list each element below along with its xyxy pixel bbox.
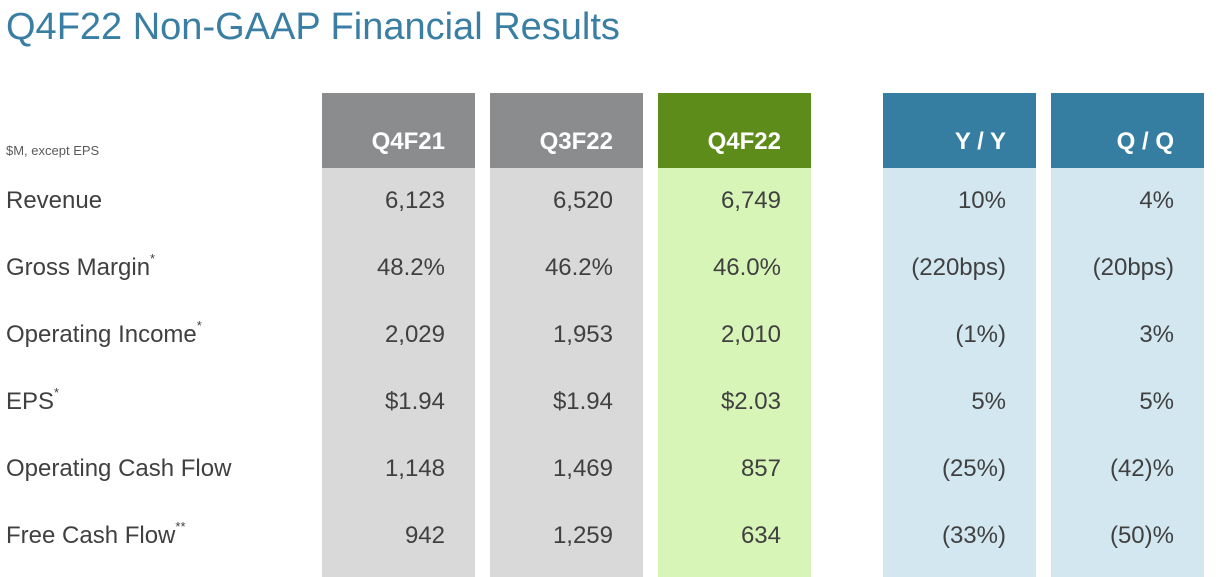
table-cell: $2.03 bbox=[720, 388, 781, 415]
table-cell: 1,148 bbox=[384, 455, 445, 482]
column-background bbox=[1051, 168, 1204, 577]
table-cell: 3% bbox=[1139, 321, 1174, 348]
column-header: Q / Q bbox=[1051, 93, 1204, 168]
row-label: Free Cash Flow** bbox=[6, 519, 186, 549]
table-cell: 48.2% bbox=[376, 254, 445, 281]
column-header: Q3F22 bbox=[490, 93, 643, 168]
table-cell: 634 bbox=[740, 522, 781, 549]
table-cell: 46.2% bbox=[544, 254, 613, 281]
table-cell: 5% bbox=[1139, 388, 1174, 415]
table-cell: 10% bbox=[957, 187, 1006, 214]
column-background bbox=[490, 168, 643, 577]
column-background bbox=[883, 168, 1036, 577]
row-label: Gross Margin* bbox=[6, 251, 156, 281]
footnote-marker: ** bbox=[175, 519, 186, 534]
table-cell: (20bps) bbox=[1092, 254, 1174, 281]
column-header: Q4F22 bbox=[658, 93, 811, 168]
column-header: Q4F21 bbox=[322, 93, 475, 168]
table-cell: 5% bbox=[971, 388, 1006, 415]
column-background bbox=[322, 168, 475, 577]
row-label: Operating Cash Flow bbox=[6, 455, 232, 482]
table-cell: $1.94 bbox=[552, 388, 613, 415]
table-cell: 6,749 bbox=[720, 187, 781, 214]
column-background bbox=[658, 168, 811, 577]
footnote-marker: * bbox=[150, 251, 156, 266]
table-cell: (1%) bbox=[955, 321, 1006, 348]
table-cell: 46.0% bbox=[712, 254, 781, 281]
row-label: EPS* bbox=[6, 385, 60, 415]
table-cell: (33%) bbox=[941, 522, 1006, 549]
table-cell: 2,010 bbox=[720, 321, 781, 348]
table-cell: 1,259 bbox=[552, 522, 613, 549]
table-cell: (25%) bbox=[941, 455, 1006, 482]
page-title: Q4F22 Non-GAAP Financial Results bbox=[6, 6, 620, 48]
footnote-marker: * bbox=[196, 318, 202, 333]
column-header: Y / Y bbox=[883, 93, 1036, 168]
footnote-marker: * bbox=[54, 385, 60, 400]
table-cell: 942 bbox=[404, 522, 445, 549]
table-cell: (42)% bbox=[1109, 455, 1174, 482]
units-note: $M, except EPS bbox=[6, 143, 100, 158]
table-cell: 4% bbox=[1139, 187, 1174, 214]
table-cell: 1,953 bbox=[552, 321, 613, 348]
table-cell: (50)% bbox=[1109, 522, 1174, 549]
row-label: Revenue bbox=[6, 187, 103, 214]
table-cell: 6,123 bbox=[384, 187, 445, 214]
table-cell: (220bps) bbox=[911, 254, 1006, 281]
table-cell: 1,469 bbox=[552, 455, 613, 482]
row-label: Operating Income* bbox=[6, 318, 202, 348]
table-cell: 857 bbox=[740, 455, 781, 482]
table-cell: 2,029 bbox=[384, 321, 445, 348]
table-cell: $1.94 bbox=[384, 388, 445, 415]
table-cell: 6,520 bbox=[552, 187, 613, 214]
